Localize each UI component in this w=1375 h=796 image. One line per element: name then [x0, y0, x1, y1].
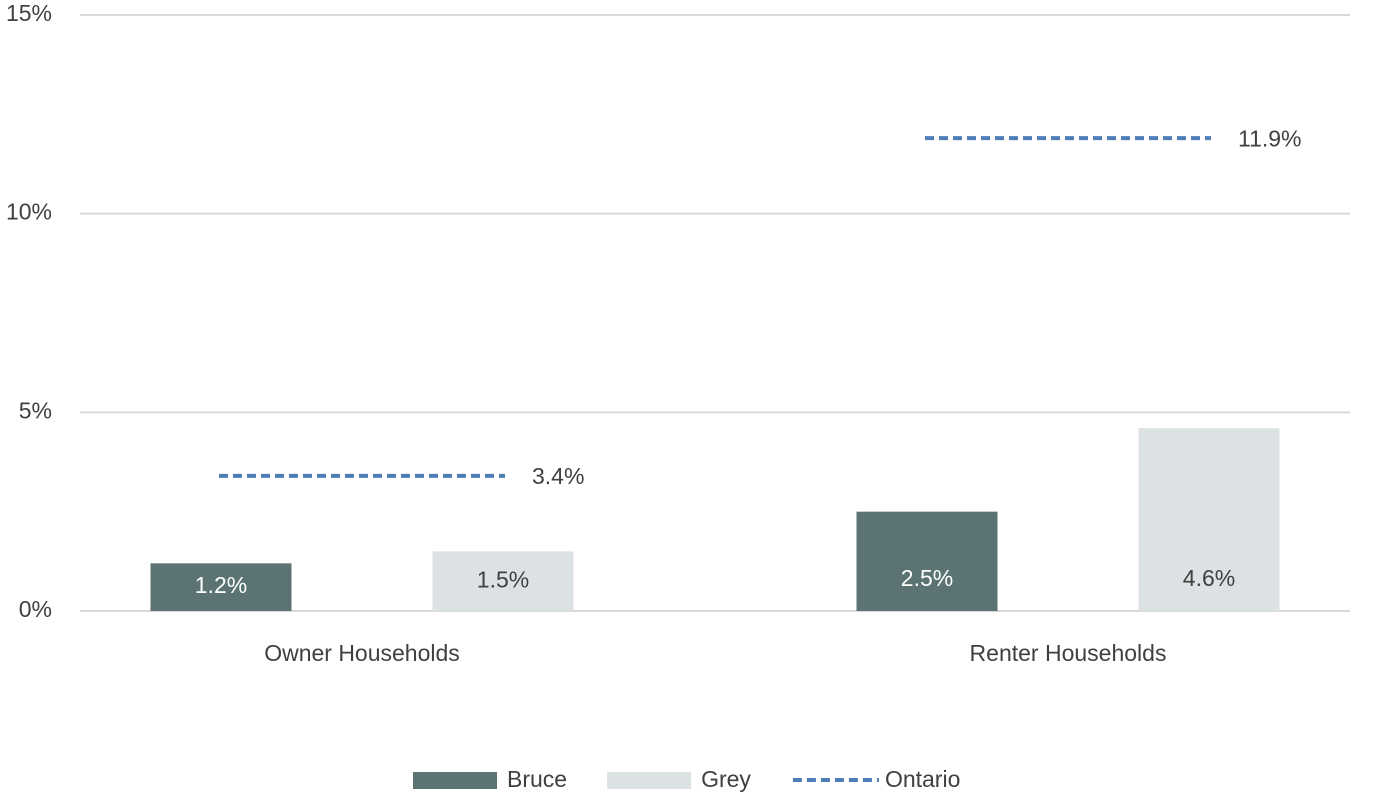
y-tick-label: 10%: [6, 199, 52, 225]
bar: [856, 511, 998, 611]
legend-swatch: [413, 772, 497, 789]
legend-swatch: [607, 772, 692, 789]
bar: [1138, 428, 1280, 611]
value-label: 11.9%: [1238, 125, 1302, 151]
value-label: 1.2%: [195, 572, 247, 598]
legend-label: Ontario: [885, 766, 960, 792]
legend-label: Grey: [701, 766, 751, 792]
value-label: 1.5%: [477, 566, 529, 592]
y-tick-label: 15%: [6, 0, 52, 26]
bar: [432, 551, 574, 611]
y-tick-label: 5%: [19, 397, 52, 423]
value-label: 3.4%: [532, 463, 584, 489]
legend-label: Bruce: [507, 766, 567, 792]
bar: [150, 563, 292, 611]
value-label: 4.6%: [1183, 565, 1235, 591]
x-tick-label: Owner Households: [264, 640, 460, 666]
y-tick-label: 0%: [19, 596, 52, 622]
value-label: 2.5%: [901, 565, 953, 591]
x-tick-label: Renter Households: [970, 640, 1167, 666]
